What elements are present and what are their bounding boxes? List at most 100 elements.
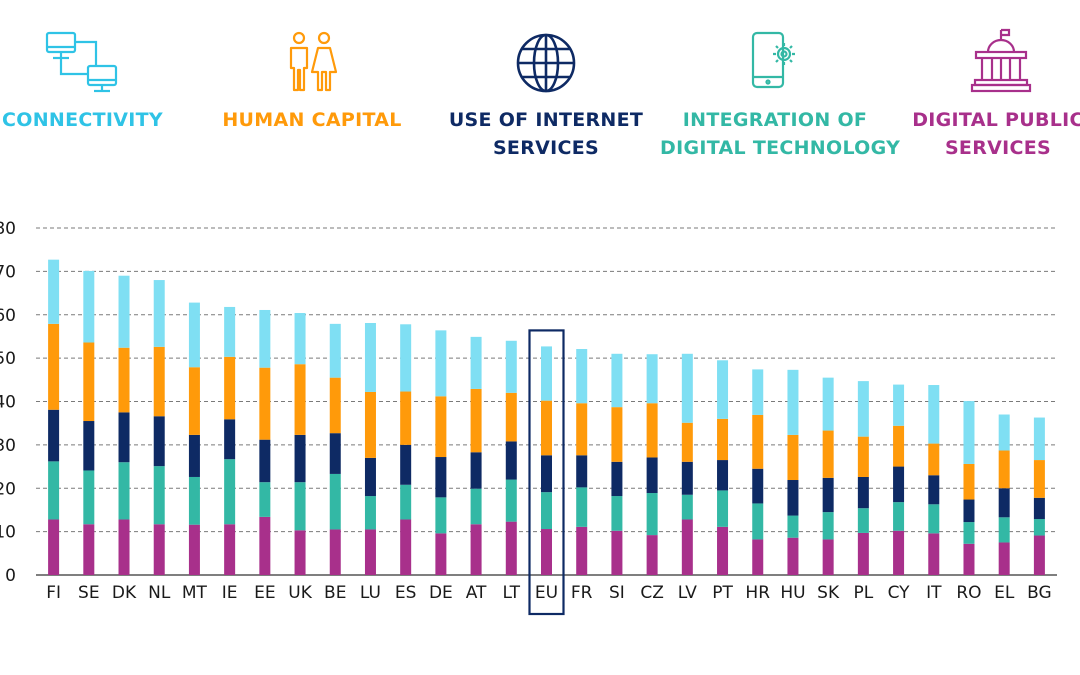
- bar-segment-human_capital: [822, 430, 834, 478]
- x-tick-label: BG: [1027, 583, 1052, 603]
- bar-segment-connectivity: [400, 324, 412, 392]
- bar-segment-connectivity: [1033, 417, 1045, 461]
- x-tick-label: DK: [112, 583, 137, 603]
- bar-segment-human_capital: [259, 367, 271, 440]
- y-tick-label: 0: [5, 566, 16, 586]
- bar-segment-integration: [998, 517, 1010, 543]
- bar-segment-integration: [470, 488, 482, 525]
- x-tick-label: HU: [780, 583, 805, 603]
- bar-segment-connectivity: [259, 309, 271, 368]
- bar-segment-use_internet: [681, 461, 693, 495]
- bar-segment-use_internet: [822, 477, 834, 513]
- bar-segment-human_capital: [646, 403, 658, 458]
- legend-label-line: HUMAN CAPITAL: [222, 109, 402, 131]
- bar-segment-public_services: [259, 516, 271, 575]
- bar-segment-public_services: [48, 519, 60, 575]
- bar-segment-connectivity: [541, 346, 552, 401]
- x-tick-label: EL: [994, 583, 1015, 603]
- bar-segment-human_capital: [752, 414, 764, 469]
- bar-segment-public_services: [83, 524, 95, 575]
- bar-segment-connectivity: [329, 323, 341, 378]
- bar-segment-integration: [364, 496, 376, 530]
- bar-segment-human_capital: [576, 403, 588, 456]
- bar-segment-connectivity: [752, 369, 764, 415]
- bar-segment-human_capital: [48, 323, 60, 410]
- bar-segment-human_capital: [435, 396, 447, 458]
- bar-segment-public_services: [857, 532, 869, 575]
- bar-segment-public_services: [787, 537, 799, 575]
- bars: [48, 259, 1045, 616]
- bar-segment-public_services: [822, 539, 834, 575]
- bar-segment-connectivity: [470, 336, 482, 389]
- bar-segment-public_services: [188, 524, 200, 575]
- y-axis-ticks: 0 10 20 30 40 50 60 70 80: [0, 219, 16, 586]
- bar-segment-public_services: [717, 526, 729, 575]
- bar-segment-use_internet: [752, 468, 764, 504]
- bar-segment-public_services: [893, 530, 905, 575]
- bar-segment-integration: [717, 490, 729, 527]
- bar-segment-integration: [118, 462, 130, 520]
- bar-segment-integration: [787, 515, 799, 538]
- bar-segment-human_capital: [787, 434, 799, 481]
- x-tick-label: AT: [466, 583, 487, 603]
- bar-segment-connectivity: [611, 353, 623, 408]
- x-tick-label: EU: [535, 583, 558, 603]
- bar-segment-human_capital: [893, 425, 905, 467]
- bar-segment-public_services: [541, 529, 552, 575]
- y-tick-label: 10: [0, 523, 16, 543]
- bar-segment-integration: [400, 484, 412, 520]
- bar-segment-human_capital: [294, 364, 306, 435]
- x-tick-label: PT: [712, 583, 733, 603]
- x-tick-label: ES: [395, 583, 417, 603]
- x-tick-label: FI: [46, 583, 61, 603]
- bar-segment-public_services: [118, 519, 130, 575]
- bar-segment-use_internet: [153, 416, 165, 467]
- bar-segment-connectivity: [153, 280, 165, 347]
- bar-segment-use_internet: [48, 409, 60, 462]
- bar-segment-public_services: [505, 521, 517, 575]
- bar-segment-connectivity: [83, 270, 95, 343]
- y-tick-label: 80: [0, 219, 16, 239]
- x-tick-label: PL: [853, 583, 873, 603]
- bar-segment-use_internet: [224, 419, 236, 460]
- bar-segment-use_internet: [294, 434, 306, 483]
- bar-segment-use_internet: [541, 455, 552, 493]
- bar-segment-human_capital: [998, 450, 1010, 489]
- x-tick-label: LV: [678, 583, 698, 603]
- bar-segment-connectivity: [893, 384, 905, 426]
- bar-segment-human_capital: [963, 463, 975, 500]
- x-tick-label: CY: [888, 583, 911, 603]
- bar-segment-public_services: [435, 533, 447, 575]
- bar-segment-integration: [576, 487, 588, 527]
- bar-segment-integration: [646, 493, 658, 536]
- legend-label-line: USE OF INTERNET: [448, 109, 644, 131]
- bar-segment-use_internet: [364, 457, 376, 497]
- bar-segment-human_capital: [505, 392, 517, 442]
- bar-segment-connectivity: [963, 401, 975, 464]
- bar-segment-public_services: [1033, 535, 1045, 575]
- x-tick-label: IT: [926, 583, 942, 603]
- bar-segment-integration: [83, 470, 95, 525]
- bar-segment-integration: [48, 461, 60, 520]
- bar-segment-integration: [294, 482, 306, 531]
- bar-segment-connectivity: [576, 349, 588, 404]
- bar-segment-use_internet: [400, 444, 412, 485]
- bar-segment-public_services: [646, 535, 658, 575]
- bar-segment-human_capital: [1033, 460, 1045, 498]
- x-tick-label: UK: [288, 583, 312, 603]
- bar-segment-integration: [505, 479, 517, 522]
- bar-segment-use_internet: [83, 421, 95, 471]
- bar-segment-human_capital: [681, 422, 693, 462]
- bar-segment-use_internet: [893, 466, 905, 503]
- bar-segment-human_capital: [611, 407, 623, 462]
- bar-segment-integration: [611, 496, 623, 531]
- bar-segment-integration: [681, 494, 693, 520]
- bar-segment-use_internet: [188, 434, 200, 477]
- legend-label-line: SERVICES: [944, 137, 1052, 159]
- bar-segment-human_capital: [83, 342, 95, 422]
- bar-segment-use_internet: [963, 499, 975, 523]
- bar-segment-public_services: [611, 530, 623, 575]
- bar-segment-public_services: [294, 530, 306, 575]
- x-tick-label: SE: [78, 583, 100, 603]
- x-tick-label: RO: [956, 583, 981, 603]
